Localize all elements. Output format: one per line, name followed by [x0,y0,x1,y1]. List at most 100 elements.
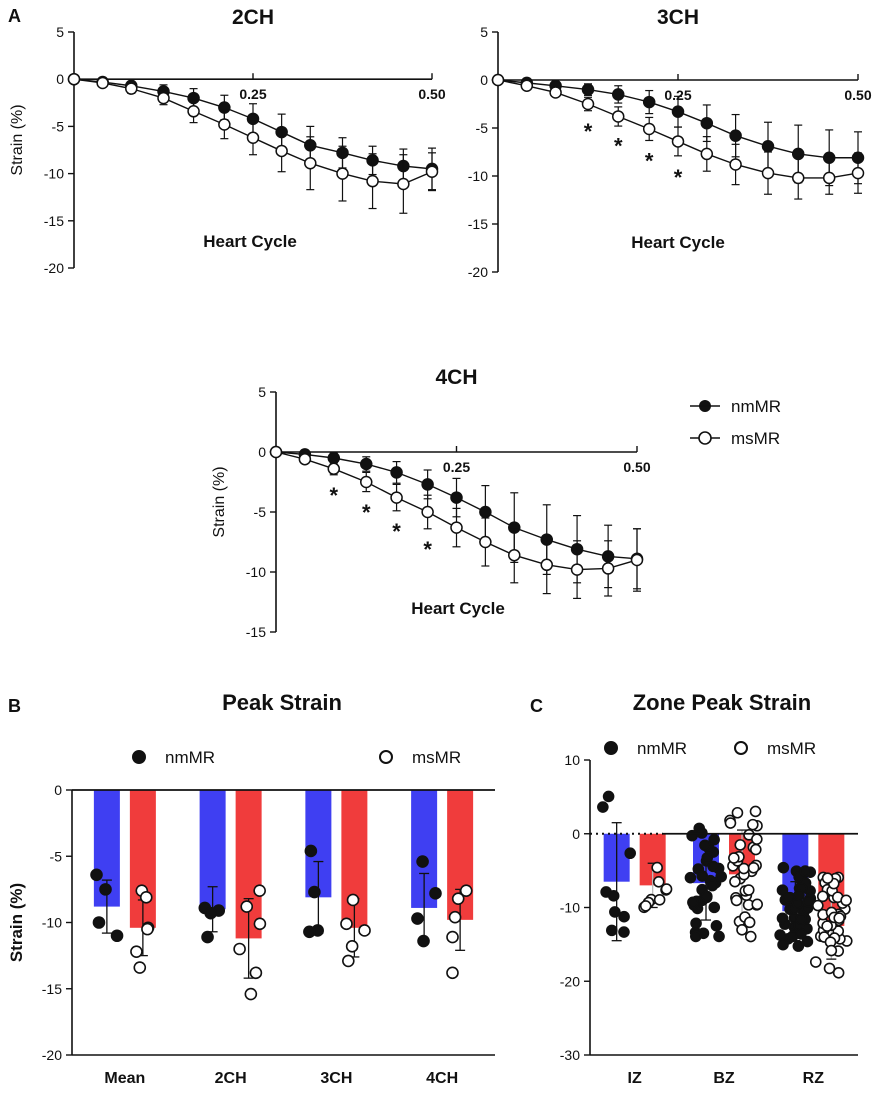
data-point-nmmr [416,855,429,868]
data-point-nmmr [801,935,814,948]
y-tick-label: -20 [42,1047,62,1063]
x-axis-title: Heart Cycle [631,233,725,252]
data-point-msmr [816,890,829,903]
category-label: IZ [628,1070,642,1087]
y-tick-label: -30 [560,1047,580,1063]
significance-star: * [645,149,654,174]
data-point-msmr [130,945,143,958]
legend-marker-msmr [379,750,393,764]
y-tick-label: 0 [54,782,62,798]
data-point-msmr [459,884,473,898]
data-point-msmr [809,956,822,968]
y-tick-label: -20 [560,973,580,989]
panel-label-a: A [8,6,21,26]
data-point-msmr [840,894,852,907]
y-tick-label: -5 [50,848,63,864]
data-point-msmr [791,171,805,185]
significance-star: * [329,483,338,508]
data-point-msmr [451,892,465,905]
chart-title: Zone Peak Strain [633,690,812,715]
significance-star: * [614,133,623,158]
data-point-nmmr [327,451,341,465]
data-point-msmr [751,898,764,911]
data-point-msmr [851,166,865,180]
line-chart-2ch: 2CH 5 0 -5 -10 -15 -20 0.25 0.50 Strain (%) Heart … [9,6,446,276]
data-point-msmr [823,962,836,975]
data-point-nmmr [792,940,805,952]
data-point-msmr [700,147,714,161]
line-chart-4ch: 4CH 5 0 -5 -10 -15 0.25 0.50 Strain (%) Heart Cyc… [211,366,651,640]
data-point-msmr [639,900,652,912]
data-point-nmmr [92,916,106,929]
bar-chart-zone-peak-strain: Zone Peak Strain nmMR msMR 10 0 -10 -20 -30 IZ BZ… [560,690,858,1087]
category-label: Mean [104,1070,145,1087]
y-tick-label: -20 [468,264,488,280]
data-point-nmmr [713,930,725,943]
legend-open-marker [698,431,712,445]
legend-marker-msmr [734,741,748,755]
data-point-nmmr [618,926,630,938]
panel-label-b: B [8,696,21,716]
chart-title: 3CH [657,6,699,29]
chart-title: 4CH [435,366,477,389]
data-point-msmr [743,916,756,929]
x-tick-label: 0.25 [664,87,691,103]
y-tick-label: -20 [44,260,64,276]
chart-title: 2CH [232,6,274,29]
data-point-msmr [611,110,625,123]
data-point-nmmr [201,930,214,944]
data-point-msmr [734,839,747,851]
data-point-msmr [340,917,353,931]
data-point-nmmr [686,829,698,842]
data-point-msmr [345,940,359,953]
data-point-msmr [246,131,260,144]
data-point-msmr [304,156,317,170]
data-point-msmr [336,167,349,180]
y-tick-label: -10 [42,915,62,931]
data-point-nmmr [304,844,318,858]
y-tick-label: 0 [56,71,64,87]
data-point-nmmr [700,116,714,130]
x-tick-label: 0.25 [443,459,470,475]
category-label: 3CH [320,1070,352,1087]
data-point-nmmr [729,129,742,142]
y-tick-label: 5 [56,24,64,40]
data-point-nmmr [360,457,373,471]
data-point-nmmr [303,925,316,939]
significance-star: * [362,500,371,525]
data-point-nmmr [110,929,124,943]
data-point-nmmr [799,865,812,877]
data-point-msmr [249,966,263,980]
data-point-msmr [832,966,845,979]
data-point-msmr [570,563,584,576]
data-point-msmr [125,82,138,95]
data-point-msmr [660,883,673,895]
data-point-nmmr [795,928,807,940]
data-point-nmmr [421,478,434,491]
data-point-msmr [601,562,615,575]
y-axis-title: Strain (%) [7,883,26,962]
data-point-msmr [397,177,410,191]
data-point-msmr [421,505,434,519]
data-point-msmr [729,875,741,888]
data-point-msmr [747,818,759,831]
data-point-msmr [253,917,267,931]
x-tick-label: 0.50 [844,87,871,103]
data-point-nmmr [715,870,727,883]
legend-label-nmmr: nmMR [731,397,781,416]
data-point-nmmr [429,887,442,900]
data-point-nmmr [479,505,492,519]
data-point-nmmr [99,883,112,896]
y-tick-label: -10 [246,564,266,580]
y-tick-label: -10 [468,168,488,184]
legend-a: nmMR msMR [690,397,781,448]
data-point-nmmr [602,790,615,803]
data-point-nmmr [624,847,637,860]
data-point-nmmr [618,910,630,923]
data-point-nmmr [795,913,807,925]
data-point-msmr [233,942,246,956]
data-point-msmr [549,86,562,99]
data-point-nmmr [777,938,789,951]
data-point-nmmr [793,889,805,902]
data-point-msmr [822,171,836,185]
